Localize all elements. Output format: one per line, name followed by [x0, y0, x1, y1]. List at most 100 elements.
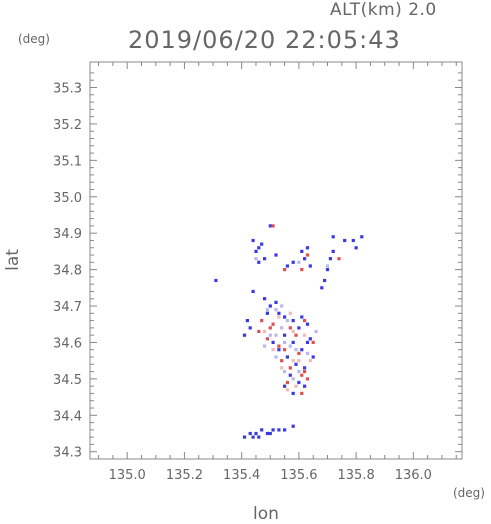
echo-point [260, 319, 264, 323]
echo-point [303, 366, 307, 370]
echo-point [257, 329, 261, 334]
echo-point [291, 377, 295, 381]
echo-point [351, 238, 355, 243]
echo-point [331, 235, 335, 239]
echo-point [288, 366, 292, 370]
echo-point [291, 329, 295, 334]
echo-point [305, 377, 310, 381]
echo-point [308, 359, 312, 363]
y-axis-unit: (deg) [18, 32, 50, 46]
echo-point [257, 246, 261, 250]
echo-point [251, 435, 255, 439]
echo-point [297, 359, 301, 363]
x-tick-label: 135.0 [109, 468, 146, 483]
echo-point [297, 380, 301, 385]
x-tick-label: 135.4 [223, 468, 260, 483]
echo-point [277, 344, 281, 348]
tick-labels: 34.3 34.4 34.5 34.6 34.7 34.8 34.9 35.0 35.1 35.2… [53, 81, 432, 483]
echo-point [311, 355, 315, 359]
echo-points [214, 224, 364, 439]
echo-point [271, 340, 275, 344]
axis-ticks [90, 62, 462, 459]
echo-point [268, 326, 272, 330]
echo-point [283, 384, 287, 388]
echo-point [360, 235, 364, 239]
echo-point [331, 249, 335, 253]
y-tick-label: 35.2 [53, 118, 82, 133]
echo-point [354, 246, 358, 250]
echo-point [248, 431, 252, 436]
y-tick-label: 34.8 [53, 264, 82, 279]
echo-point [260, 428, 264, 432]
echo-point [285, 380, 289, 385]
echo-point [242, 333, 247, 337]
echo-point [271, 348, 275, 352]
echo-point [314, 329, 318, 334]
echo-point [285, 264, 289, 268]
echo-point [300, 249, 304, 253]
echo-point [305, 351, 310, 355]
echo-point [274, 253, 278, 257]
echo-point [300, 373, 304, 377]
echo-point [268, 304, 272, 308]
echo-point [265, 311, 269, 315]
echo-point [263, 329, 267, 334]
echo-point [343, 238, 347, 243]
echo-point [280, 366, 284, 370]
echo-point [325, 264, 330, 268]
echo-point [260, 242, 264, 246]
echo-point [323, 278, 327, 283]
echo-point [283, 268, 287, 272]
echo-point [294, 333, 298, 337]
echo-point [268, 333, 272, 337]
x-tick-label: 135.6 [280, 468, 317, 483]
y-tick-label: 35.0 [53, 191, 82, 206]
echo-point [288, 311, 292, 315]
echo-point [320, 286, 324, 290]
echo-point [257, 260, 261, 264]
echo-point [291, 260, 295, 264]
echo-point [283, 340, 287, 344]
echo-point [288, 373, 292, 377]
echo-point [265, 431, 269, 436]
echo-point [274, 308, 278, 312]
echo-point [303, 319, 307, 323]
echo-point [300, 315, 304, 319]
echo-point [274, 300, 278, 304]
y-tick-label: 34.4 [53, 409, 82, 424]
echo-point [303, 257, 307, 261]
echo-point [280, 359, 284, 363]
echo-point [328, 257, 332, 261]
echo-point [285, 319, 289, 323]
echo-point [254, 257, 258, 261]
echo-point [254, 249, 258, 253]
echo-point [277, 311, 281, 315]
echo-point [283, 428, 287, 432]
echo-point [294, 384, 298, 388]
echo-point [291, 391, 295, 395]
x-axis-label: lon [253, 504, 279, 524]
echo-point [288, 326, 292, 330]
echo-point [305, 340, 310, 344]
echo-point [303, 384, 307, 388]
echo-point [242, 435, 247, 439]
echo-point [305, 246, 310, 250]
echo-point [257, 435, 261, 439]
echo-point [325, 268, 330, 272]
echo-point [274, 355, 278, 359]
echo-point [283, 348, 287, 352]
echo-point [285, 355, 289, 359]
y-tick-label: 34.9 [53, 227, 82, 242]
echo-point [245, 319, 249, 323]
echo-point [248, 326, 252, 330]
echo-point [263, 344, 267, 348]
echo-point [294, 348, 298, 352]
echo-point [297, 326, 301, 330]
x-tick-label: 135.8 [338, 468, 375, 483]
altitude-label: ALT(km) 2.0 [330, 0, 437, 20]
echo-point [280, 304, 284, 308]
echo-point [305, 322, 310, 326]
y-tick-label: 35.3 [53, 81, 82, 96]
echo-point [265, 308, 269, 312]
